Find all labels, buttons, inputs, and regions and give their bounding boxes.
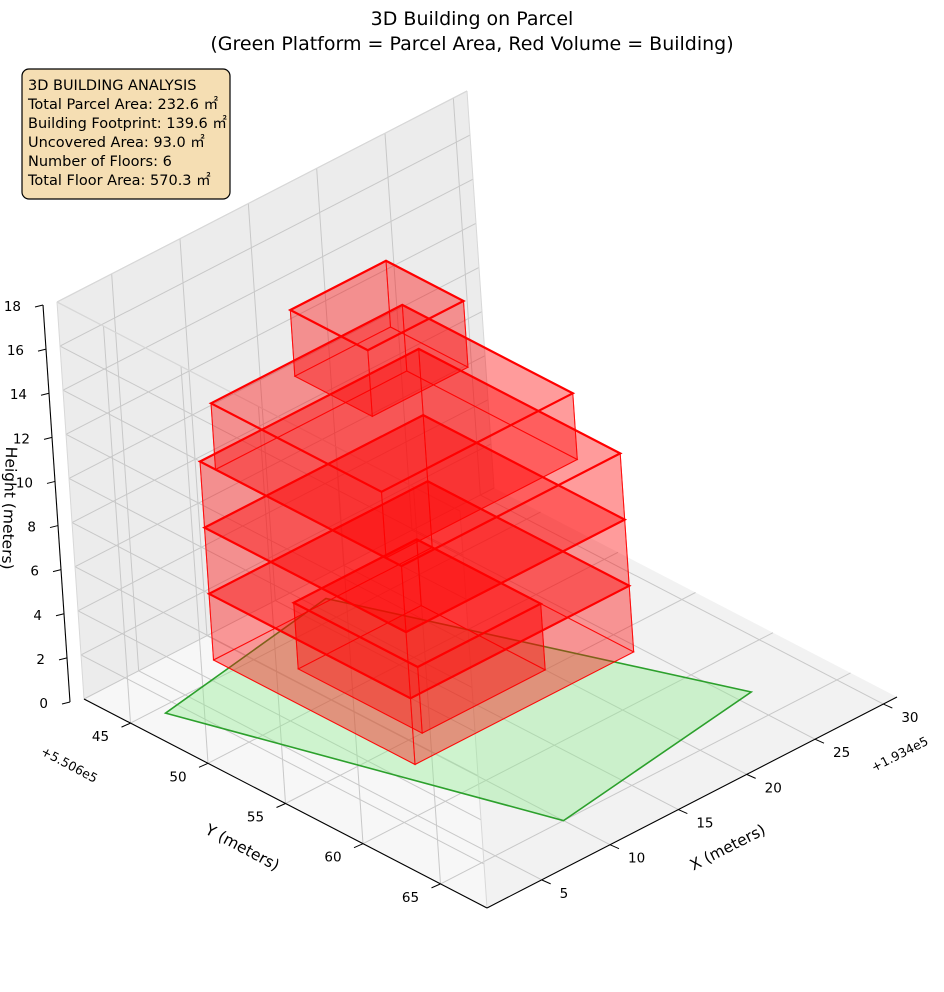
x-axis-line <box>486 696 898 909</box>
y-axis-title: Y (meters) <box>201 820 282 874</box>
z-tick-label: 12 <box>13 431 30 447</box>
grid-line <box>83 487 495 700</box>
grid-line <box>65 222 477 435</box>
info-line: Total Floor Area: 570.3 ㎡ <box>27 172 211 189</box>
grid-line <box>77 610 482 821</box>
z-tick <box>34 304 44 308</box>
grid-line <box>452 97 481 496</box>
building-floor-outline <box>208 303 576 494</box>
z-tick <box>55 613 65 617</box>
info-line: Total Parcel Area: 232.6 ㎡ <box>27 96 219 113</box>
grid-line <box>80 654 485 865</box>
z-tick <box>40 392 50 396</box>
parcel-platform <box>163 597 754 822</box>
pane-edge <box>56 301 461 512</box>
pane-edge <box>459 510 488 909</box>
z-tick-label: 8 <box>27 520 36 536</box>
building-floor-outline <box>287 259 466 352</box>
pane-edge <box>466 90 495 489</box>
z-tick <box>49 525 59 529</box>
y-tick <box>121 722 131 728</box>
grid-line <box>130 511 541 724</box>
info-line: Building Footprint: 139.6 ㎡ <box>28 115 227 132</box>
z-tick-label: 18 <box>4 299 21 315</box>
grid-line <box>335 446 364 844</box>
z-tick-label: 16 <box>7 343 24 359</box>
x-tick-label: 20 <box>765 780 782 796</box>
z-tick <box>61 701 71 705</box>
z-tick-label: 10 <box>16 475 33 491</box>
x-tick <box>541 879 551 885</box>
x-tick <box>883 703 893 709</box>
pane-edge <box>56 301 85 700</box>
z-tick-label: 14 <box>10 387 27 403</box>
z-tick-label: 6 <box>30 564 39 580</box>
grid-line <box>59 134 471 347</box>
x-tick-label: 5 <box>560 886 569 902</box>
y-tick <box>431 883 441 889</box>
y-tick-label: 60 <box>324 850 341 866</box>
grid-line <box>80 443 492 656</box>
z-tick <box>46 480 56 484</box>
chart-title: 3D Building on Parcel <box>371 8 574 30</box>
info-line: Number of Floors: 6 <box>28 154 172 170</box>
grid-line <box>207 551 619 764</box>
x-tick <box>746 773 756 779</box>
y-tick-label: 45 <box>92 729 109 745</box>
z-tick <box>37 348 47 352</box>
grid-line <box>74 566 479 777</box>
x-tick-label: 25 <box>833 745 850 761</box>
pane-edge <box>56 90 468 303</box>
x-tick <box>814 738 825 744</box>
x-tick-label: 30 <box>901 710 918 726</box>
grid-line <box>103 326 131 724</box>
z-tick <box>52 569 62 573</box>
chart-subtitle: (Green Platform = Parcel Area, Red Volum… <box>210 33 733 55</box>
z-tick-label: 4 <box>33 608 42 624</box>
grid-line <box>68 266 480 479</box>
grid-line <box>440 672 851 885</box>
y-axis-offset: +5.506e5 <box>39 743 101 785</box>
y-tick-label: 50 <box>169 769 186 785</box>
z-axis-title: Height (meters) <box>0 446 20 570</box>
y-tick <box>276 803 286 808</box>
grid-line <box>247 203 276 601</box>
x-axis-offset: +1.934e5 <box>869 733 931 774</box>
x-tick <box>678 809 688 814</box>
y-tick-label: 65 <box>402 890 419 906</box>
y-tick <box>198 762 209 768</box>
grid-line <box>362 632 774 845</box>
info-line: Uncovered Area: 93.0 ㎡ <box>28 134 205 151</box>
info-line: 3D BUILDING ANALYSIS <box>28 78 196 94</box>
z-tick <box>43 436 53 440</box>
grid-line <box>180 366 209 764</box>
z-tick <box>58 657 68 661</box>
analysis-info-box: 3D BUILDING ANALYSIS Total Parcel Area: … <box>21 68 231 200</box>
grid-line <box>258 406 286 804</box>
z-tick-label: 2 <box>36 652 45 668</box>
grid-line <box>68 478 473 688</box>
grid-line <box>59 345 464 556</box>
back-pane-right <box>57 91 494 699</box>
y-tick <box>353 843 364 849</box>
info-box-background <box>21 68 231 200</box>
y-tick-label: 55 <box>247 810 264 826</box>
grid-line <box>111 273 140 671</box>
grid-line <box>62 178 474 391</box>
z-axis-line <box>42 304 71 703</box>
grid-line <box>71 311 483 524</box>
x-tick-label: 10 <box>628 851 645 867</box>
x-tick <box>609 844 620 850</box>
x-tick-label: 15 <box>696 816 713 832</box>
grid-line <box>74 355 486 568</box>
grid-line <box>179 238 208 636</box>
grid-line <box>65 433 470 644</box>
z-tick-label: 0 <box>39 696 48 712</box>
